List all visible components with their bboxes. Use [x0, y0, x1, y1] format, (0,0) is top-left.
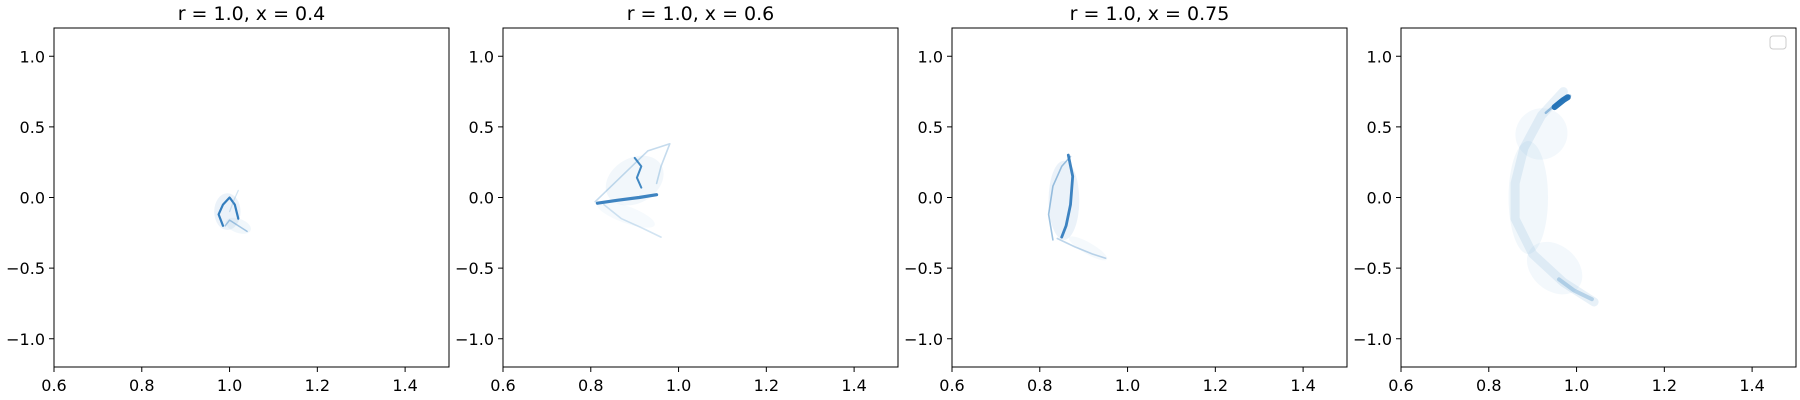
y-tick-label: 1.0: [20, 47, 45, 66]
x-tick-label: 0.8: [129, 376, 154, 395]
y-tick-label: 0.5: [20, 118, 45, 137]
density-ridge: [1056, 237, 1107, 259]
x-tick-label: 1.0: [1564, 376, 1589, 395]
y-tick-label: 0.5: [469, 118, 494, 137]
panel-4: 0.6 0.8 1.0 1.2 1.4 1.0 0.5 0.0 −0.5 −1.0: [1353, 27, 1797, 395]
density-ridge: [1060, 153, 1075, 239]
panel-title: r = 1.0, x = 0.4: [178, 3, 326, 25]
axes-frame: [53, 27, 450, 368]
y-tick-label: 0.0: [469, 189, 494, 208]
y-tick-label: 0.0: [918, 189, 943, 208]
density-ridge: [1551, 94, 1571, 111]
density-blob: [1068, 236, 1108, 261]
density-ridge: [595, 193, 659, 205]
panel-3: 0.6 0.8 1.0 1.2 1.4 1.0 0.5 0.0 −0.5 −1.0 r = 1.0,…: [904, 3, 1348, 395]
y-tick-label: −0.5: [455, 259, 494, 278]
x-tick-label: 1.0: [666, 376, 691, 395]
density-blob: [1515, 108, 1568, 160]
y-tick-label: 1.0: [1367, 47, 1392, 66]
x-tick-label: 0.6: [1388, 376, 1413, 395]
density-ridge: [1510, 87, 1599, 307]
x-tick-label: 0.6: [939, 376, 964, 395]
x-tick-label: 1.4: [392, 376, 417, 395]
x-tick-label: 0.6: [490, 376, 515, 395]
x-tick-label: 0.6: [41, 376, 66, 395]
y-tick-label: −0.5: [6, 259, 45, 278]
x-tick-label: 1.4: [1739, 376, 1764, 395]
x-tick-label: 0.8: [578, 376, 603, 395]
density-ridge: [633, 156, 643, 189]
x-tick-label: 1.0: [1115, 376, 1140, 395]
x-tick-label: 1.2: [1203, 376, 1228, 395]
y-tick-label: 0.0: [20, 189, 45, 208]
x-tick-label: 1.0: [217, 376, 242, 395]
panel-title: r = 1.0, x = 0.6: [627, 3, 775, 25]
x-tick-label: 1.4: [841, 376, 866, 395]
density-blob: [596, 201, 655, 228]
x-tick-label: 0.8: [1027, 376, 1052, 395]
density-ridge: [1557, 277, 1594, 302]
y-tick-label: −0.5: [1353, 259, 1392, 278]
x-tick-label: 1.2: [1652, 376, 1677, 395]
y-tick-label: 1.0: [469, 47, 494, 66]
density-ridge: [229, 189, 239, 213]
density-ridge: [603, 203, 662, 238]
density-ridge: [217, 196, 240, 227]
axes-frame: [951, 27, 1348, 368]
panel-title: r = 1.0, x = 0.75: [1070, 3, 1230, 25]
legend-box: [1769, 35, 1787, 50]
y-tick-label: 1.0: [918, 47, 943, 66]
axes-frame: [1400, 27, 1797, 368]
y-tick-label: −0.5: [904, 259, 943, 278]
density-ridge: [224, 219, 248, 233]
panel-2: 0.6 0.8 1.0 1.2 1.4 1.0 0.5 0.0 −0.5 −1.0 r = 1.0,…: [455, 3, 899, 395]
panel-1: 0.6 0.8 1.0 1.2 1.4 1.0 0.5 0.0 −0.5 −1.0 r = 1.0,…: [6, 3, 450, 395]
y-tick-label: −1.0: [6, 330, 45, 349]
density-blob: [605, 155, 664, 206]
y-tick-label: −1.0: [1353, 330, 1392, 349]
x-tick-label: 1.4: [1290, 376, 1315, 395]
density-ridge: [594, 143, 671, 203]
y-tick-label: 0.0: [1367, 189, 1392, 208]
density-blob: [1526, 241, 1583, 295]
x-tick-label: 1.2: [305, 376, 330, 395]
y-tick-label: −1.0: [455, 330, 494, 349]
y-tick-label: −1.0: [904, 330, 943, 349]
density-blob: [1508, 141, 1549, 254]
axes-frame: [502, 27, 899, 368]
y-tick-label: 0.5: [918, 118, 943, 137]
density-ridge: [1047, 155, 1072, 241]
x-tick-label: 0.8: [1476, 376, 1501, 395]
y-tick-label: 0.5: [1367, 118, 1392, 137]
x-tick-label: 1.2: [754, 376, 779, 395]
